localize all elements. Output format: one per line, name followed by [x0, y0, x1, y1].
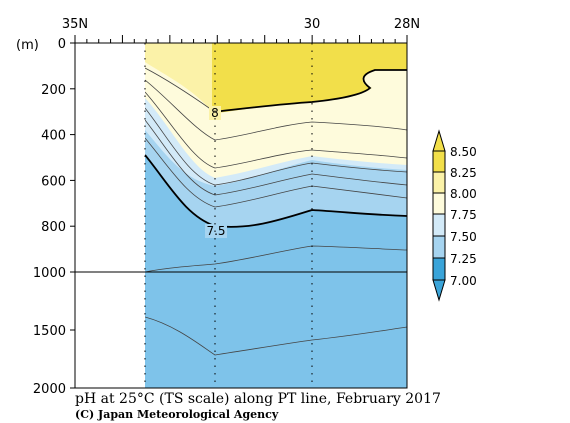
- colorbar: 8.50 8.25 8.00 7.75 7.50 7.25 7.00: [432, 129, 477, 302]
- colorbar-label-7-25: 7.25: [450, 252, 477, 266]
- colorbar-segment-7-00-7-25: [432, 257, 446, 281]
- colorbar-segment-7-50-7-75: [432, 213, 446, 237]
- contour-label-7-5: 7.5: [206, 224, 225, 238]
- contour-7-70: [145, 107, 407, 186]
- top-tick-label-35n: 35N: [62, 17, 88, 32]
- top-tick-label-30: 30: [304, 17, 321, 32]
- top-tick-label-28n: 28N: [394, 17, 420, 32]
- y-tick-label: 0: [58, 37, 66, 52]
- filled-contours: [145, 43, 407, 388]
- contour-7-55: [145, 137, 407, 208]
- contour-lines: [145, 67, 407, 356]
- contour-7-50: [145, 154, 407, 228]
- chart-title: pH at 25°C (TS scale) along PT line, Feb…: [75, 391, 441, 407]
- colorbar-label-7-00: 7.00: [450, 274, 477, 288]
- y-tick-label: 1000: [33, 266, 66, 281]
- colorbar-segment-7-75-8-00: [432, 192, 446, 215]
- colorbar-label-8-25: 8.25: [450, 166, 477, 180]
- contour-7-20: [145, 316, 407, 356]
- top-axis-ticks: [74, 35, 408, 43]
- thick-contours: [145, 69, 407, 228]
- station-lines: [144, 43, 313, 388]
- y-tick-label: 2000: [33, 382, 66, 397]
- contour-7-85: [145, 91, 407, 169]
- contour-label-8: 8: [211, 106, 219, 120]
- colorbar-segment-8-00-8-25: [432, 171, 446, 194]
- chart-credit: (C) Japan Meteorological Agency: [75, 408, 279, 421]
- colorbar-label-7-50: 7.50: [450, 230, 477, 244]
- y-tick-label: 1500: [33, 324, 66, 339]
- y-tick-label: 800: [41, 220, 66, 235]
- colorbar-arrow-bottom: [432, 279, 446, 302]
- contour-7-90: [145, 79, 407, 141]
- y-axis-label: (m): [16, 38, 39, 53]
- colorbar-label-7-75: 7.75: [450, 208, 477, 222]
- y-axis-ticks: 0 200 400 600 800 1000 1500 2000: [33, 37, 75, 397]
- contour-7-60: [145, 119, 407, 196]
- y-tick-label: 600: [41, 174, 66, 189]
- colorbar-segment-8-25-8-50: [432, 150, 446, 173]
- contour-7-30: [145, 245, 407, 273]
- colorbar-label-8-00: 8.00: [450, 187, 477, 201]
- y-tick-label: 200: [41, 83, 66, 98]
- colorbar-segment-7-25-7-50: [432, 235, 446, 259]
- band-above-8-25: [212, 43, 407, 113]
- y-tick-label: 400: [41, 129, 66, 144]
- contour-8-00: [211, 69, 407, 113]
- contour-8-10: [145, 67, 213, 111]
- colorbar-label-8-50: 8.50: [450, 145, 477, 159]
- colorbar-arrow-top: [432, 129, 446, 152]
